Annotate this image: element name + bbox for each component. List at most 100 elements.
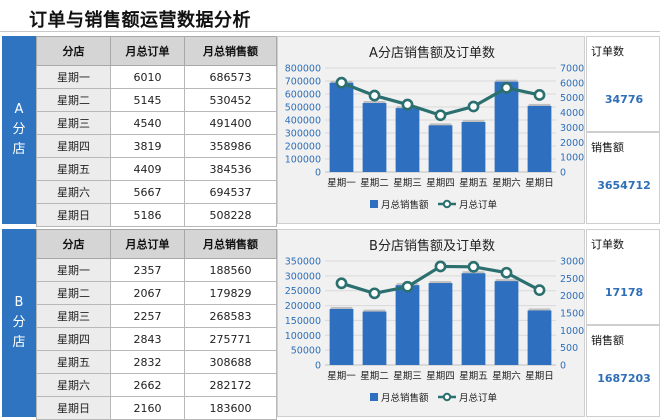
- y2-tick-label: 500: [560, 343, 578, 354]
- orders-cell: 4409: [110, 157, 185, 181]
- orders-cell: 2832: [110, 350, 185, 374]
- orders-cell: 3819: [110, 134, 185, 158]
- orders-stat-label: 订单数: [591, 45, 624, 58]
- y2-tick-label: 1000: [560, 153, 584, 164]
- orders-cell: 2160: [110, 396, 185, 420]
- orders-cell: 4540: [110, 111, 185, 135]
- sales-stat-label: 销售额: [591, 334, 624, 347]
- store-b-chart: B分店销售额及订单数 0 50000 100000 150000 200000 250000…: [277, 229, 585, 417]
- sales-cell: 179829: [184, 281, 277, 305]
- store-a-chart: A分店销售额及订单数 0 100000 200000 300000 400000 50000…: [277, 36, 585, 224]
- table-row: 星期一 2357 188560: [36, 258, 277, 282]
- store-a-sales-stat: 销售额 3654712: [586, 132, 660, 224]
- bar: [428, 283, 453, 365]
- order-point: [467, 260, 480, 273]
- x-tick-label: 星期四: [426, 178, 455, 189]
- table-row: 星期四 3819 358986: [36, 134, 277, 158]
- title-divider: [0, 31, 660, 32]
- bar: [527, 310, 552, 365]
- table-row: 星期二 5145 530452: [36, 88, 277, 112]
- y-tick-label: 100000: [285, 331, 321, 342]
- store-b-table: 分店 月总订单 月总销售额 星期一 2357 188560 星期二 2067 179829…: [36, 229, 277, 420]
- sales-cell: 308688: [184, 350, 277, 374]
- day-cell: 星期三: [36, 111, 111, 135]
- y2-tick-label: 2500: [560, 274, 584, 285]
- bar-cap: [429, 281, 452, 284]
- day-cell: 星期一: [36, 65, 111, 89]
- orders-cell: 6010: [110, 65, 185, 89]
- x-tick-label: 星期五: [459, 371, 488, 382]
- x-tick-label: 星期一: [327, 371, 356, 382]
- legend-line-label: 月总订单: [459, 392, 498, 404]
- y2-tick-label: 2000: [560, 138, 584, 149]
- y2-tick-label: 2000: [560, 291, 584, 302]
- orders-stat-label: 订单数: [591, 238, 624, 251]
- order-point: [368, 287, 381, 300]
- x-tick-label: 星期一: [327, 178, 356, 189]
- table-row: 星期日 2160 183600: [36, 396, 277, 420]
- orders-cell: 2662: [110, 373, 185, 397]
- store-a-panel: A 分 店 分店 月总订单 月总销售额 星期一 6010 686573 星期二 5145…: [0, 36, 660, 227]
- y2-tick-label: 7000: [560, 64, 584, 75]
- day-cell: 星期四: [36, 134, 111, 158]
- bar-cap: [495, 79, 518, 83]
- bar-cap: [528, 103, 551, 107]
- store-b-stats: 订单数 17178 销售额 1687203: [586, 229, 660, 417]
- y-tick-label: 500000: [285, 103, 321, 114]
- sales-cell: 282172: [184, 373, 277, 397]
- bar: [362, 311, 387, 365]
- sales-cell: 530452: [184, 88, 277, 112]
- order-point: [533, 284, 546, 297]
- chart-title: B分店销售额及订单数: [369, 238, 495, 254]
- store-a-chart-svg: A分店销售额及订单数010000020000030000040000050000…: [285, 45, 584, 211]
- x-tick-label: 星期三: [393, 371, 422, 382]
- bar-cap: [462, 120, 485, 123]
- legend-line-label: 月总订单: [459, 199, 498, 211]
- header-store: 分店: [36, 229, 111, 259]
- y-tick-label: 100000: [285, 155, 321, 166]
- bar: [494, 81, 519, 172]
- x-tick-label: 星期二: [360, 178, 389, 189]
- order-point: [335, 76, 348, 89]
- table-row: 星期一 6010 686573: [36, 65, 277, 89]
- bar-cap: [495, 279, 518, 282]
- x-tick-label: 星期三: [393, 178, 422, 189]
- orders-stat-value: 17178: [604, 286, 644, 299]
- day-cell: 星期二: [36, 88, 111, 112]
- legend-bar-swatch: [370, 393, 378, 401]
- y-tick-label: 300000: [285, 271, 321, 282]
- y-tick-label: 200000: [285, 301, 321, 312]
- header-sales: 月总销售额: [184, 229, 277, 259]
- legend-line-marker: [442, 392, 452, 402]
- bar: [461, 273, 486, 365]
- sales-cell: 491400: [184, 111, 277, 135]
- x-tick-label: 星期日: [525, 371, 554, 382]
- table-row: 星期五 4409 384536: [36, 157, 277, 181]
- table-row: 星期六 2662 282172: [36, 373, 277, 397]
- store-a-orders-stat: 订单数 34776: [586, 36, 660, 132]
- x-tick-label: 星期日: [525, 178, 554, 189]
- store-b-chart-svg: B分店销售额及订单数 0 50000 100000 150000 200000 250000…: [285, 238, 584, 404]
- store-a-stats: 订单数 34776 销售额 3654712: [586, 36, 660, 224]
- legend-line-marker: [442, 199, 452, 209]
- store-a-label-char1: 分: [12, 122, 26, 137]
- orders-cell: 5667: [110, 180, 185, 204]
- table-row: 星期三 2257 268583: [36, 304, 277, 328]
- y-tick-label: 50000: [291, 346, 321, 357]
- store-b-label-char2: 店: [12, 335, 26, 350]
- store-a-table: 分店 月总订单 月总销售额 星期一 6010 686573 星期二 5145 530452…: [36, 36, 277, 227]
- y2-tick-label: 5000: [560, 93, 584, 104]
- header-sales: 月总销售额: [184, 36, 277, 66]
- store-b-label-letter: B: [14, 295, 24, 310]
- sales-cell: 268583: [184, 304, 277, 328]
- sales-cell: 686573: [184, 65, 277, 89]
- bar: [428, 125, 453, 172]
- y-tick-label: 250000: [285, 286, 321, 297]
- table-row: 星期六 5667 694537: [36, 180, 277, 204]
- y-tick-label: 0: [315, 168, 321, 179]
- sales-stat-value: 3654712: [597, 179, 651, 192]
- chart-title: A分店销售额及订单数: [369, 45, 495, 61]
- orders-stat-value: 34776: [604, 93, 644, 106]
- y-tick-label: 300000: [285, 129, 321, 140]
- order-point: [434, 260, 447, 273]
